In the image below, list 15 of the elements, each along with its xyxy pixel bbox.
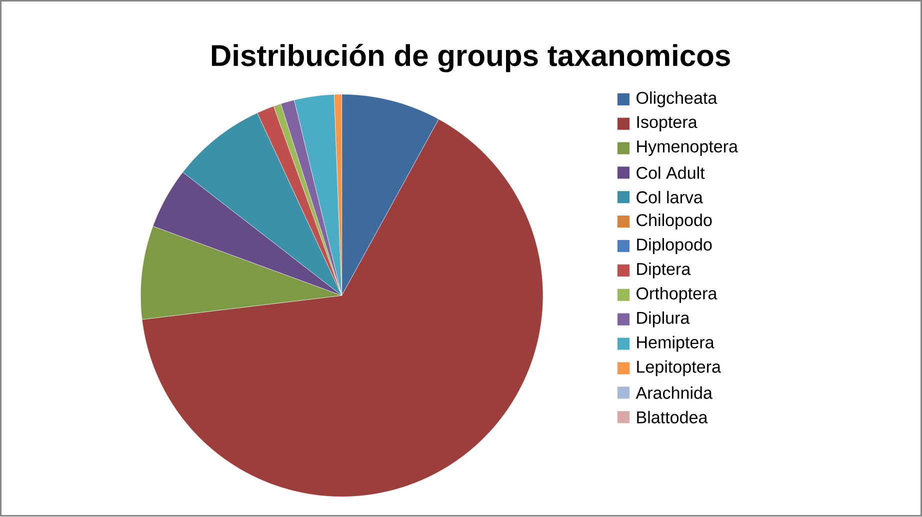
legend-label: Chilopodo bbox=[636, 214, 712, 230]
legend-label: Isoptera bbox=[637, 116, 698, 132]
legend-label: Blattodea bbox=[637, 411, 708, 424]
chart-title: Distribución de groups taxanomicos bbox=[212, 44, 730, 73]
legend-label: Diplura bbox=[637, 312, 690, 328]
legend-label: Orthoptera bbox=[636, 287, 718, 304]
legend-label: Col Adult bbox=[636, 166, 705, 180]
legend-label: Diptera bbox=[637, 262, 691, 279]
legend-label: Hemiptera bbox=[637, 336, 714, 352]
legend-label: Hymenoptera bbox=[637, 140, 738, 156]
legend-label: Diplopodo bbox=[637, 238, 712, 254]
legend-label: Oligcheata bbox=[636, 92, 718, 108]
legend-label: Col larva bbox=[636, 191, 703, 204]
legend-label: Arachnida bbox=[636, 386, 712, 400]
legend-label: Lepitoptera bbox=[637, 360, 721, 376]
